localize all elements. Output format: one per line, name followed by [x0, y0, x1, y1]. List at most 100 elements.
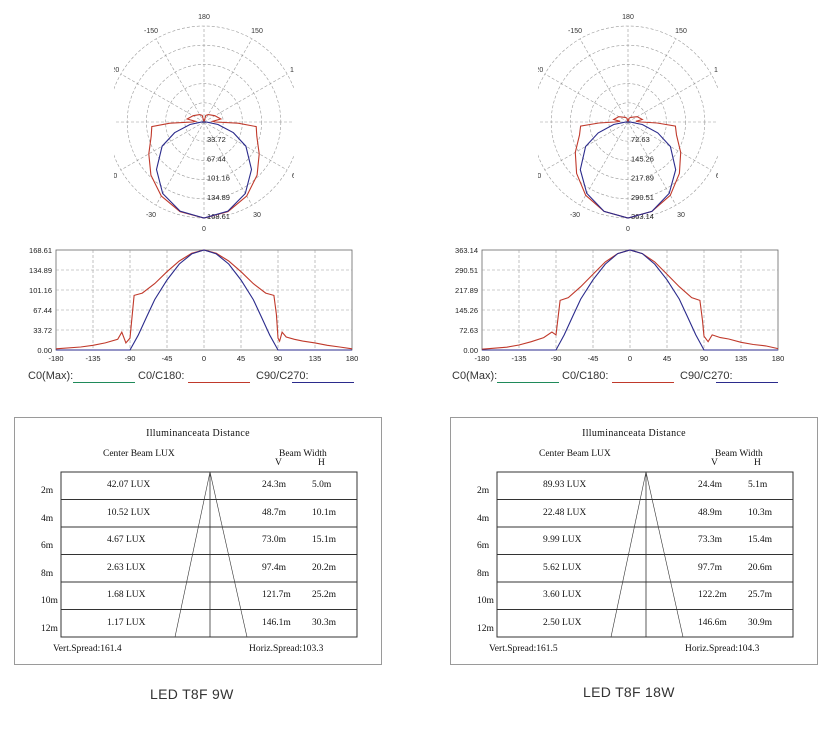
linear-chart-9w-svg: -180 -135 -90 -45 0 45 90 135 180 0.00 33.72 67.44 1…	[29, 246, 358, 363]
polar-spoke	[155, 38, 205, 123]
caption-9w: LED T8F 9W	[150, 686, 234, 702]
x-tick-label: 135	[735, 354, 748, 363]
y-tick-label: 145.26	[455, 306, 478, 315]
polar-spoke	[627, 121, 677, 206]
beam-cone-right	[645, 471, 684, 638]
y-tick-label: 101.16	[29, 286, 52, 295]
x-tick-label: 90	[274, 354, 282, 363]
y-tick-label: 290.51	[455, 266, 478, 275]
polar-radial-label: 134.89	[207, 193, 230, 202]
polar-spoke	[203, 121, 253, 206]
polar-angle-label: 180	[622, 14, 634, 21]
polar-angle-label: -150	[144, 28, 158, 35]
y-tick-label: 67.44	[33, 306, 52, 315]
line-series-c90-c270	[482, 249, 778, 351]
polar-spoke	[579, 38, 629, 123]
row-beam-h: 15.1m	[312, 535, 337, 545]
polar-angle-label: -120	[114, 67, 119, 74]
row-distance: 12m	[477, 623, 494, 634]
polar-radial-label: 145.26	[631, 154, 654, 163]
row-distance: 8m	[41, 568, 54, 579]
beam-cone-right	[209, 471, 248, 638]
legend-c90c270-swatch	[716, 382, 778, 383]
polar-angle-label: 30	[253, 212, 261, 219]
row-distance: 10m	[41, 596, 58, 606]
polar-angle-label: -60	[538, 173, 541, 180]
legend-18w: C0(Max): C0/C180: C90/C270:	[452, 370, 792, 388]
polar-angle-label: 0	[202, 226, 206, 233]
row-beam-v: 24.4m	[698, 480, 723, 490]
y-tick-label: 33.72	[33, 326, 52, 335]
polar-angle-label: 0	[626, 226, 630, 233]
row-beam-h: 20.2m	[312, 562, 337, 573]
row-center-lux: 89.93 LUX	[543, 480, 587, 490]
center-beam-header: Center Beam LUX	[103, 449, 175, 459]
polar-angle-label: -120	[538, 67, 543, 74]
row-distance: 10m	[477, 596, 494, 606]
y-tick-label: 363.14	[455, 246, 478, 255]
row-beam-h: 25.7m	[748, 590, 773, 600]
beam-width-header: Beam Width	[715, 449, 763, 459]
row-center-lux: 2.50 LUX	[543, 617, 582, 628]
polar-angle-label: -60	[114, 173, 117, 180]
legend-c90c270-label: C90/C270:	[680, 370, 733, 382]
polar-radial-label: 168.61	[207, 212, 230, 221]
x-tick-label: 90	[700, 354, 708, 363]
line-series-c0-c180	[481, 249, 779, 350]
linear-chart-9w: -180 -135 -90 -45 0 45 90 135 180 0.00 33.72 67.44 1…	[18, 242, 398, 367]
row-beam-h: 15.4m	[748, 535, 773, 545]
vert-spread: Vert.Spread:161.4	[53, 644, 122, 654]
illuminance-table-18w: Illuminanceata Distance Center Beam LUX …	[450, 417, 818, 665]
polar-angle-label: 60	[716, 173, 718, 180]
row-center-lux: 4.67 LUX	[107, 535, 146, 545]
polar-angle-label: 150	[251, 28, 263, 35]
x-tick-label: 180	[772, 354, 785, 363]
row-beam-v: 73.3m	[698, 535, 723, 545]
x-tick-label: -90	[125, 354, 136, 363]
h-header: H	[318, 458, 325, 468]
row-beam-v: 146.6m	[698, 617, 727, 628]
legend-c0-swatch	[497, 382, 559, 383]
legend-c0-label: C0(Max):	[452, 370, 498, 382]
x-tick-label: 135	[309, 354, 322, 363]
row-center-lux: 1.17 LUX	[107, 617, 146, 628]
h-header: H	[754, 458, 761, 468]
beam-cone-left	[174, 471, 211, 638]
row-distance: 4m	[41, 513, 54, 524]
x-tick-label: 45	[237, 354, 245, 363]
legend-c0c180-swatch	[188, 382, 250, 383]
polar-spoke	[203, 38, 253, 123]
legend-c90c270-swatch	[292, 382, 354, 383]
legend-c0c180-label: C0/C180:	[562, 370, 609, 382]
x-tick-label: -135	[511, 354, 526, 363]
legend-c0c180-swatch	[612, 382, 674, 383]
row-beam-h: 30.9m	[748, 617, 773, 628]
legend-9w: C0(Max): C0/C180: C90/C270:	[28, 370, 368, 388]
row-beam-v: 73.0m	[262, 535, 287, 545]
polar-radial-label: 72.63	[631, 135, 650, 144]
row-beam-v: 48.7m	[262, 507, 287, 518]
row-beam-v: 97.7m	[698, 562, 723, 573]
v-header: V	[275, 458, 282, 468]
illuminance-table-9w: Illuminanceata Distance Center Beam LUX …	[14, 417, 382, 665]
polar-series-c90-c270	[579, 121, 677, 219]
polar-angle-label: -150	[568, 28, 582, 35]
row-center-lux: 5.62 LUX	[543, 562, 582, 573]
x-tick-label: 45	[663, 354, 671, 363]
polar-spoke	[155, 121, 205, 206]
row-distance: 4m	[477, 513, 490, 524]
line-series-c0-c180	[55, 249, 353, 350]
row-beam-h: 10.1m	[312, 507, 337, 518]
polar-spoke	[579, 121, 629, 206]
y-tick-label: 217.89	[455, 286, 478, 295]
polar-angle-label: 60	[292, 173, 294, 180]
y-tick-label: 72.63	[459, 326, 478, 335]
polar-chart-18w: 180-150150-120120-9090-6060-3030072.6314…	[517, 8, 738, 238]
x-tick-label: -135	[85, 354, 100, 363]
row-center-lux: 9.99 LUX	[543, 535, 582, 545]
x-tick-label: -180	[474, 354, 489, 363]
polar-angle-label: -30	[570, 212, 580, 219]
beam-width-header: Beam Width	[279, 449, 327, 459]
table-title: Illuminanceata Distance	[582, 428, 686, 439]
polar-chart-18w-svg: 180-150150-120120-9090-6060-3030072.6314…	[517, 14, 738, 233]
